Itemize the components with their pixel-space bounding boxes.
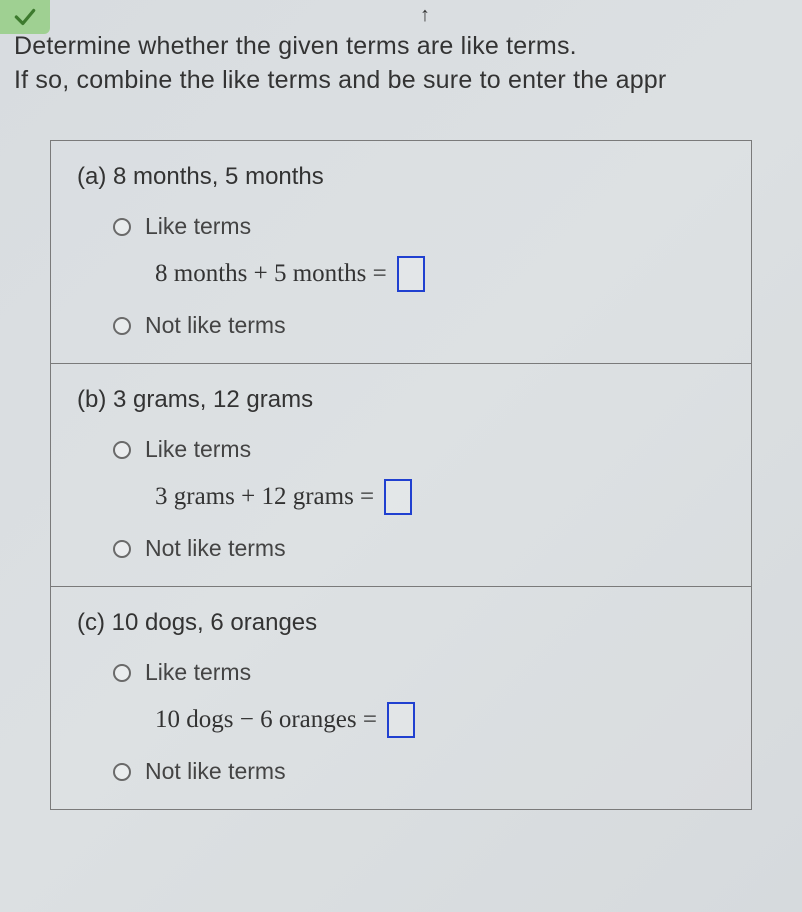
option-c-like-label: Like terms [145,659,251,686]
option-c-notlike-label: Not like terms [145,758,286,785]
answer-box-c[interactable] [387,702,415,738]
option-a-notlike[interactable]: Not like terms [113,312,725,339]
question-c: (c) 10 dogs, 6 oranges Like terms 10 dog… [51,587,751,809]
option-b-like-label: Like terms [145,436,251,463]
option-b-notlike-label: Not like terms [145,535,286,562]
radio-icon[interactable] [113,540,131,558]
question-b: (b) 3 grams, 12 grams Like terms 3 grams… [51,364,751,587]
option-b-like[interactable]: Like terms [113,436,725,463]
question-a-label: (a) 8 months, 5 months [77,163,725,191]
questions-table: (a) 8 months, 5 months Like terms 8 mont… [50,140,752,810]
option-c-like[interactable]: Like terms [113,659,725,686]
checkmark-icon [12,4,38,30]
option-a-notlike-label: Not like terms [145,312,286,339]
cursor-icon: ↑ [420,4,430,27]
equation-b-text: 3 grams + 12 grams = [155,483,374,511]
option-a-like[interactable]: Like terms [113,213,725,240]
question-b-label: (b) 3 grams, 12 grams [77,386,725,414]
radio-icon[interactable] [113,317,131,335]
question-a: (a) 8 months, 5 months Like terms 8 mont… [51,141,751,364]
answer-box-a[interactable] [397,256,425,292]
option-c-notlike[interactable]: Not like terms [113,758,725,785]
checkmark-tab [0,0,50,34]
prompt-line2: If so, combine the like terms and be sur… [14,66,666,94]
equation-a-text: 8 months + 5 months = [155,260,387,288]
equation-b: 3 grams + 12 grams = [155,479,725,515]
question-c-label: (c) 10 dogs, 6 oranges [77,609,725,637]
equation-a: 8 months + 5 months = [155,256,725,292]
option-a-like-label: Like terms [145,213,251,240]
equation-c: 10 dogs − 6 oranges = [155,702,725,738]
prompt-text: Determine whether the given terms are li… [14,30,802,98]
radio-icon[interactable] [113,664,131,682]
option-b-notlike[interactable]: Not like terms [113,535,725,562]
radio-icon[interactable] [113,441,131,459]
answer-box-b[interactable] [384,479,412,515]
prompt-line1: Determine whether the given terms are li… [14,32,577,60]
radio-icon[interactable] [113,763,131,781]
equation-c-text: 10 dogs − 6 oranges = [155,706,377,734]
radio-icon[interactable] [113,218,131,236]
